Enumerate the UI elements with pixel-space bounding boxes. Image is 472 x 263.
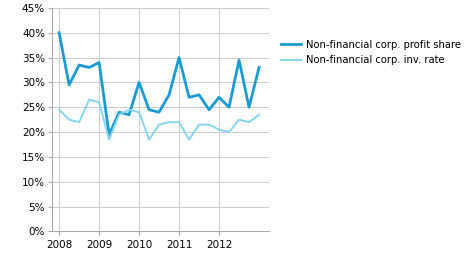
Non-financial corp. inv. rate xyxy=(86,98,92,101)
Line: Non-financial corp. profit share: Non-financial corp. profit share xyxy=(59,33,259,135)
Non-financial corp. inv. rate xyxy=(256,113,262,116)
Non-financial corp. inv. rate xyxy=(96,101,102,104)
Non-financial corp. profit share xyxy=(106,133,112,136)
Non-financial corp. inv. rate xyxy=(206,123,212,126)
Non-financial corp. profit share xyxy=(156,111,162,114)
Line: Non-financial corp. inv. rate: Non-financial corp. inv. rate xyxy=(59,100,259,140)
Non-financial corp. profit share xyxy=(66,83,72,87)
Non-financial corp. profit share xyxy=(206,108,212,111)
Non-financial corp. inv. rate xyxy=(236,118,242,121)
Non-financial corp. profit share xyxy=(126,113,132,116)
Non-financial corp. profit share xyxy=(116,111,122,114)
Non-financial corp. profit share xyxy=(166,93,172,97)
Legend: Non-financial corp. profit share, Non-financial corp. inv. rate: Non-financial corp. profit share, Non-fi… xyxy=(280,40,461,65)
Non-financial corp. profit share xyxy=(76,63,82,67)
Non-financial corp. profit share xyxy=(256,66,262,69)
Non-financial corp. profit share xyxy=(246,106,252,109)
Non-financial corp. profit share xyxy=(186,96,192,99)
Non-financial corp. profit share xyxy=(236,58,242,62)
Non-financial corp. inv. rate xyxy=(216,128,222,131)
Non-financial corp. inv. rate xyxy=(126,108,132,111)
Non-financial corp. inv. rate xyxy=(156,123,162,126)
Non-financial corp. inv. rate xyxy=(186,138,192,141)
Non-financial corp. profit share xyxy=(216,96,222,99)
Non-financial corp. inv. rate xyxy=(56,108,62,111)
Non-financial corp. inv. rate xyxy=(166,120,172,124)
Non-financial corp. inv. rate xyxy=(76,120,82,124)
Non-financial corp. inv. rate xyxy=(246,120,252,124)
Non-financial corp. inv. rate xyxy=(176,120,182,124)
Non-financial corp. profit share xyxy=(226,106,232,109)
Non-financial corp. inv. rate xyxy=(196,123,202,126)
Non-financial corp. inv. rate xyxy=(116,113,122,116)
Non-financial corp. profit share xyxy=(136,81,142,84)
Non-financial corp. profit share xyxy=(176,56,182,59)
Non-financial corp. profit share xyxy=(86,66,92,69)
Non-financial corp. profit share xyxy=(96,61,102,64)
Non-financial corp. profit share xyxy=(146,108,152,111)
Non-financial corp. inv. rate xyxy=(226,130,232,134)
Non-financial corp. inv. rate xyxy=(146,138,152,141)
Non-financial corp. profit share xyxy=(196,93,202,97)
Non-financial corp. inv. rate xyxy=(106,138,112,141)
Non-financial corp. inv. rate xyxy=(66,118,72,121)
Non-financial corp. inv. rate xyxy=(136,111,142,114)
Non-financial corp. profit share xyxy=(56,31,62,34)
